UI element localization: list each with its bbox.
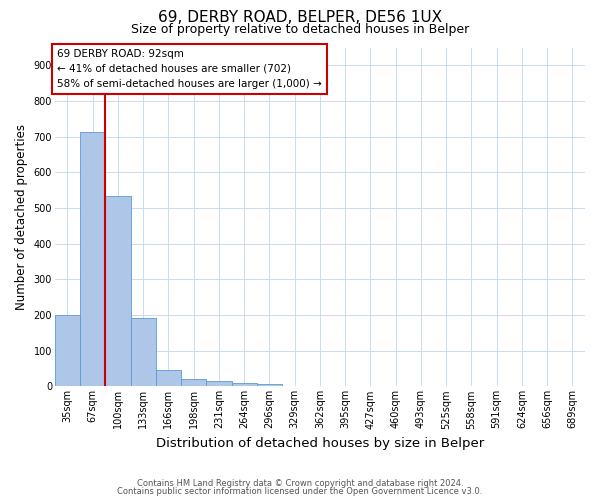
Bar — [232, 383, 257, 386]
Text: Size of property relative to detached houses in Belper: Size of property relative to detached ho… — [131, 22, 469, 36]
Bar — [181, 380, 206, 386]
Text: 69 DERBY ROAD: 92sqm
← 41% of detached houses are smaller (702)
58% of semi-deta: 69 DERBY ROAD: 92sqm ← 41% of detached h… — [58, 49, 322, 89]
Bar — [131, 318, 156, 386]
Bar — [156, 370, 181, 386]
Bar — [80, 132, 106, 386]
Bar — [206, 381, 232, 386]
Text: Contains HM Land Registry data © Crown copyright and database right 2024.: Contains HM Land Registry data © Crown c… — [137, 478, 463, 488]
Bar — [106, 196, 131, 386]
Text: Contains public sector information licensed under the Open Government Licence v3: Contains public sector information licen… — [118, 487, 482, 496]
Text: 69, DERBY ROAD, BELPER, DE56 1UX: 69, DERBY ROAD, BELPER, DE56 1UX — [158, 10, 442, 25]
X-axis label: Distribution of detached houses by size in Belper: Distribution of detached houses by size … — [156, 437, 484, 450]
Y-axis label: Number of detached properties: Number of detached properties — [15, 124, 28, 310]
Bar — [55, 315, 80, 386]
Bar — [257, 384, 282, 386]
